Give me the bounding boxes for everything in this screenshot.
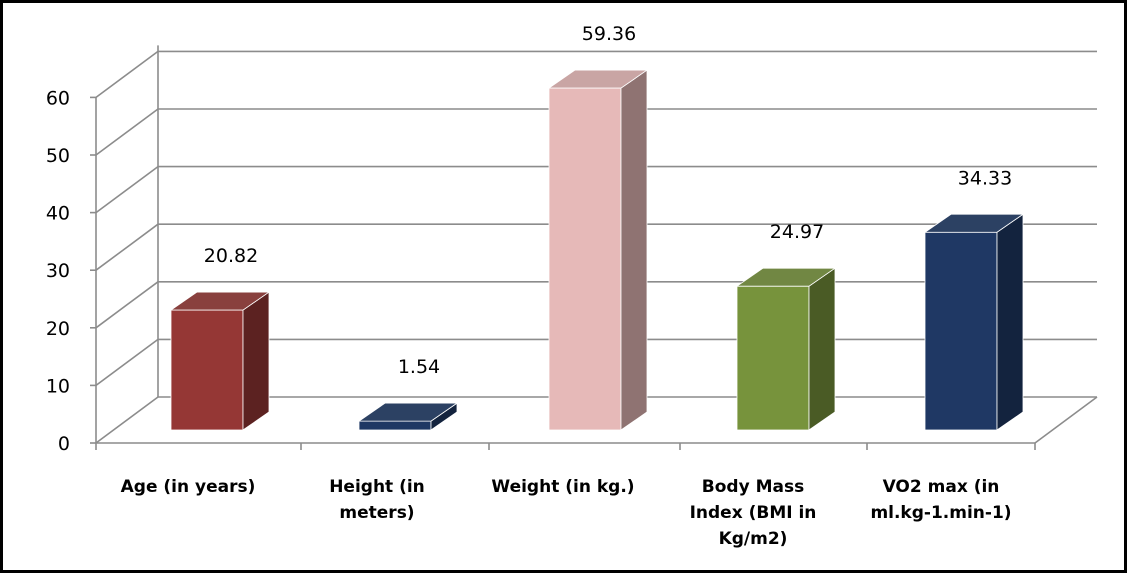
y-tick-label-30: 30 [46, 260, 70, 282]
data-label-0: 20.82 [204, 245, 258, 267]
gridline-diagonal-30 [95, 223, 159, 271]
bar-top-0 [169, 291, 271, 311]
category-label-3-line-2: Kg/m2) [719, 529, 788, 549]
gridline-diagonal-10 [95, 338, 159, 387]
data-label-3: 24.97 [770, 221, 824, 243]
bar-top-2 [547, 69, 649, 89]
bar-front-0 [170, 309, 244, 431]
floor-right-edge [1034, 396, 1098, 444]
gridline-diagonal-0 [95, 396, 159, 444]
y-tick-label-60: 60 [46, 87, 70, 109]
y-tick-label-50: 50 [46, 145, 70, 167]
bar-top-1 [357, 402, 459, 422]
category-label-4-line-1: ml.kg-1.min-1) [870, 503, 1011, 523]
bar-top-3 [735, 267, 837, 287]
y-tick-label-0: 0 [58, 433, 70, 455]
category-label-1-line-1: meters) [339, 503, 414, 523]
data-label-2: 59.36 [582, 23, 636, 45]
gridline-diagonal-40 [95, 165, 159, 214]
bar-side-4 [996, 213, 1024, 431]
gridline-diagonal-50 [95, 108, 159, 156]
gridline-diagonal-20 [95, 281, 159, 329]
bar-side-2 [620, 69, 648, 431]
bar-top-4 [923, 213, 1025, 233]
category-label-3-line-0: Body Mass [702, 477, 804, 497]
category-label-2-line-0: Weight (in kg.) [491, 477, 634, 497]
bar-front-4 [924, 231, 998, 431]
bar-side-0 [242, 291, 270, 431]
y-tick-label-20: 20 [46, 318, 70, 340]
category-label-0-line-0: Age (in years) [121, 477, 256, 497]
gridline-diagonal-60 [95, 50, 159, 99]
bar-front-2 [548, 87, 622, 431]
category-label-1-line-0: Height (in [329, 477, 425, 497]
bar-chart: 0 10 20 30 40 50 60 20.82 1.54 59.36 24.97 34.33 Age… [46, 23, 1098, 549]
bar-side-3 [808, 267, 836, 431]
data-label-4: 34.33 [958, 167, 1012, 189]
data-label-1: 1.54 [398, 356, 440, 378]
category-label-4-line-0: VO2 max (in [883, 477, 1000, 497]
bar-front-1 [358, 420, 432, 431]
y-tick-label-10: 10 [46, 375, 70, 397]
y-tick-label-40: 40 [46, 203, 70, 225]
category-label-3-line-1: Index (BMI in [690, 503, 817, 523]
bar-front-3 [736, 285, 810, 431]
